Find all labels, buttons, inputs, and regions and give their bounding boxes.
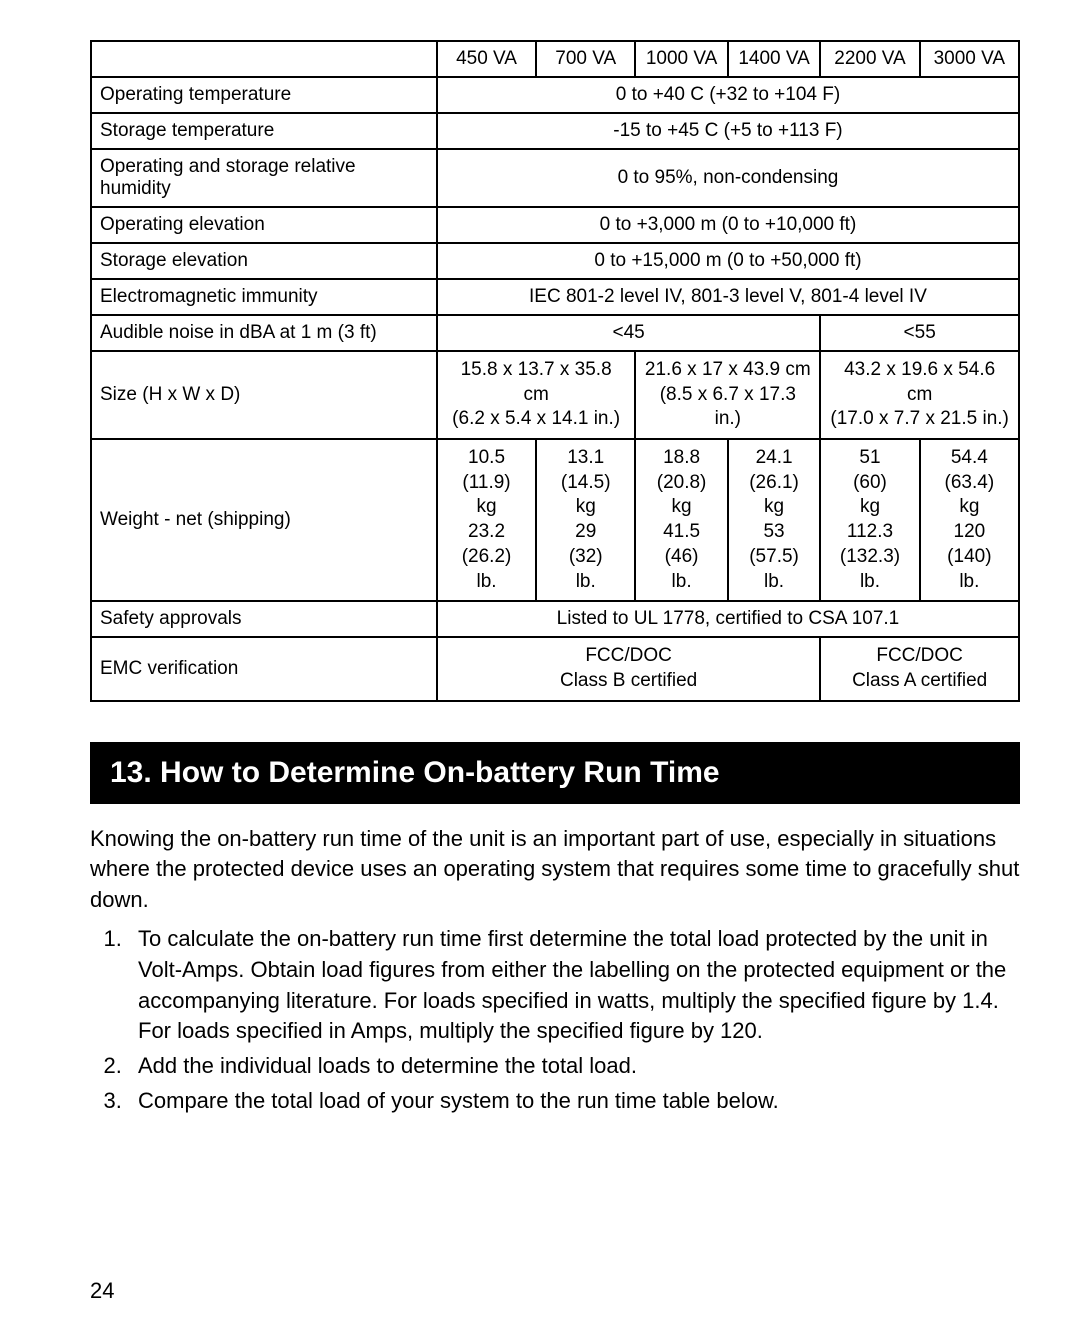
row-humidity-label: Operating and storage relative humidity [91,149,437,207]
row-storage-temp-label: Storage temperature [91,113,437,149]
instruction-3: Compare the total load of your system to… [128,1086,1020,1117]
row-weight-w1: 10.5(11.9)kg23.2(26.2)lb. [437,439,536,601]
row-operating-temp-label: Operating temperature [91,77,437,113]
col-1400: 1400 VA [728,41,820,77]
instruction-1: To calculate the on-battery run time fir… [128,924,1020,1047]
row-operating-temp-value: 0 to +40 C (+32 to +104 F) [437,77,1019,113]
row-safety-value: Listed to UL 1778, certified to CSA 107.… [437,601,1019,637]
row-op-elevation-label: Operating elevation [91,207,437,243]
row-size-label: Size (H x W x D) [91,351,437,439]
row-humidity-value: 0 to 95%, non-condensing [437,149,1019,207]
row-weight-w3: 18.8(20.8)kg41.5(46)lb. [635,439,727,601]
col-700: 700 VA [536,41,635,77]
instruction-list: To calculate the on-battery run time fir… [90,924,1020,1117]
row-weight-w6: 54.4(63.4)kg120(140)lb. [920,439,1019,601]
row-weight-w4: 24.1(26.1)kg53(57.5)lb. [728,439,820,601]
row-audible-v2: <55 [820,315,1019,351]
row-audible-v1: <45 [437,315,820,351]
row-emi-value: IEC 801-2 level IV, 801-3 level V, 801-4… [437,279,1019,315]
section-title: 13. How to Determine On-battery Run Time [90,742,1020,804]
row-emc-label: EMC verification [91,637,437,700]
row-size-c3: 43.2 x 19.6 x 54.6 cm(17.0 x 7.7 x 21.5 … [820,351,1019,439]
row-op-elevation-value: 0 to +3,000 m (0 to +10,000 ft) [437,207,1019,243]
col-3000: 3000 VA [920,41,1019,77]
row-emc-v1: FCC/DOCClass B certified [437,637,820,700]
row-storage-temp-value: -15 to +45 C (+5 to +113 F) [437,113,1019,149]
row-st-elevation-value: 0 to +15,000 m (0 to +50,000 ft) [437,243,1019,279]
row-weight-w2: 13.1(14.5)kg29(32)lb. [536,439,635,601]
row-size-c1: 15.8 x 13.7 x 35.8 cm(6.2 x 5.4 x 14.1 i… [437,351,635,439]
row-weight-label: Weight - net (shipping) [91,439,437,601]
row-emi-label: Electromagnetic immunity [91,279,437,315]
row-safety-label: Safety approvals [91,601,437,637]
row-audible-label: Audible noise in dBA at 1 m (3 ft) [91,315,437,351]
col-450: 450 VA [437,41,536,77]
spec-table: 450 VA 700 VA 1000 VA 1400 VA 2200 VA 30… [90,40,1020,702]
row-weight-w5: 51(60)kg112.3(132.3)lb. [820,439,919,601]
page-number: 24 [90,1278,114,1304]
row-size-c2: 21.6 x 17 x 43.9 cm(8.5 x 6.7 x 17.3 in.… [635,351,820,439]
row-emc-v2: FCC/DOCClass A certified [820,637,1019,700]
col-2200: 2200 VA [820,41,919,77]
col-1000: 1000 VA [635,41,727,77]
instruction-2: Add the individual loads to determine th… [128,1051,1020,1082]
section-para: Knowing the on-battery run time of the u… [90,824,1020,916]
row-st-elevation-label: Storage elevation [91,243,437,279]
